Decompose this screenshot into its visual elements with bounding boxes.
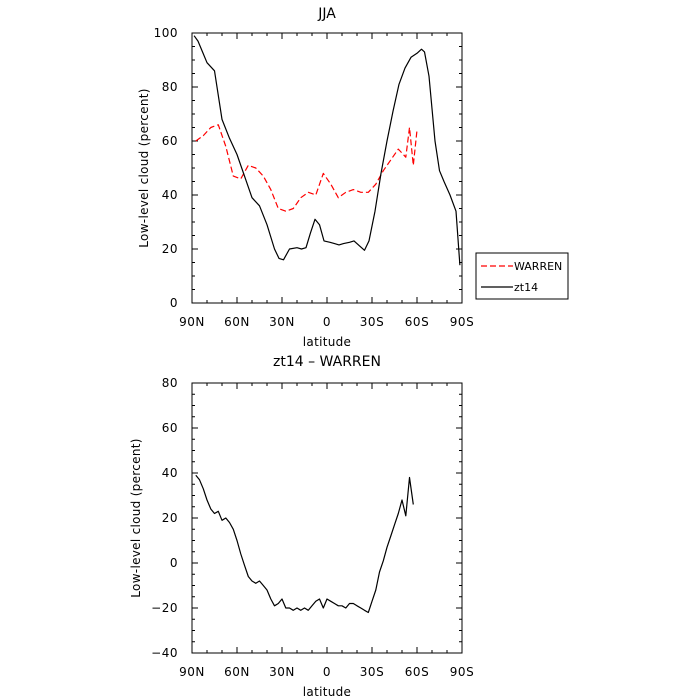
top-x-tick-label: 30N xyxy=(269,315,295,329)
top-x-tick-label: 60S xyxy=(405,315,429,329)
top-y-tick-label: 0 xyxy=(170,296,178,310)
bottom-x-tick-label: 30S xyxy=(360,665,384,679)
bottom-x-tick-label: 90S xyxy=(450,665,474,679)
top-y-axis-label: Low-level cloud (percent) xyxy=(137,88,151,247)
bottom-x-tick-label: 30N xyxy=(269,665,295,679)
bottom-x-tick-label: 0 xyxy=(323,665,331,679)
top-axis-ticks: 90N 60N 30N 0 30S 60S 90S 0 20 40 60 80 100 xyxy=(154,26,474,329)
top-panel: JJA 90N 60N 30N 0 30S 60S 90S 0 20 40 60 80 100 lati… xyxy=(137,6,474,349)
top-plot-frame xyxy=(191,32,463,304)
top-x-tick-label: 90N xyxy=(179,315,205,329)
top-y-tick-label: 80 xyxy=(162,80,178,94)
legend-label-zt14: zt14 xyxy=(514,281,538,294)
legend-box xyxy=(475,252,569,300)
top-x-tick-label: 90S xyxy=(450,315,474,329)
bottom-x-tick-label: 60S xyxy=(405,665,429,679)
bottom-y-tick-label: −20 xyxy=(151,601,178,615)
top-y-tick-label: 20 xyxy=(162,242,178,256)
top-x-tick-label: 30S xyxy=(360,315,384,329)
top-y-tick-label: 40 xyxy=(162,188,178,202)
bottom-y-tick-label: 0 xyxy=(170,556,178,570)
bottom-plot-frame xyxy=(191,382,463,654)
top-x-axis-label: latitude xyxy=(303,335,351,349)
bottom-panel-title: zt14 – WARREN xyxy=(273,354,381,370)
bottom-y-tick-label: 40 xyxy=(162,466,178,480)
bottom-panel: zt14 – WARREN 90N 60N 30N 0 30S 60S 90S −40 −20 0… xyxy=(129,354,474,699)
bottom-x-tick-label: 90N xyxy=(179,665,205,679)
top-x-tick-label: 60N xyxy=(224,315,250,329)
bottom-y-tick-label: 60 xyxy=(162,421,178,435)
bottom-y-tick-label: 80 xyxy=(162,376,178,390)
bottom-x-tick-label: 60N xyxy=(224,665,250,679)
bottom-axis-ticks: 90N 60N 30N 0 30S 60S 90S −40 −20 0 20 40 60 80 xyxy=(151,376,474,679)
bottom-y-tick-label: −40 xyxy=(151,646,178,660)
top-series-lines xyxy=(193,35,461,266)
legend: WARREN zt14 xyxy=(475,252,569,300)
bottom-series-lines xyxy=(195,474,414,614)
top-series-line-zt14 xyxy=(193,35,461,266)
top-y-tick-label: 60 xyxy=(162,134,178,148)
legend-label-warren: WARREN xyxy=(514,260,562,273)
bottom-y-tick-label: 20 xyxy=(162,511,178,525)
top-x-tick-label: 0 xyxy=(323,315,331,329)
bottom-x-axis-label: latitude xyxy=(303,685,351,699)
top-y-tick-label: 100 xyxy=(154,26,178,40)
bottom-series-line-zt14-warren xyxy=(195,474,414,614)
top-panel-title: JJA xyxy=(317,6,336,22)
bottom-y-axis-label: Low-level cloud (percent) xyxy=(129,438,143,597)
top-series-line-warren xyxy=(195,124,418,212)
